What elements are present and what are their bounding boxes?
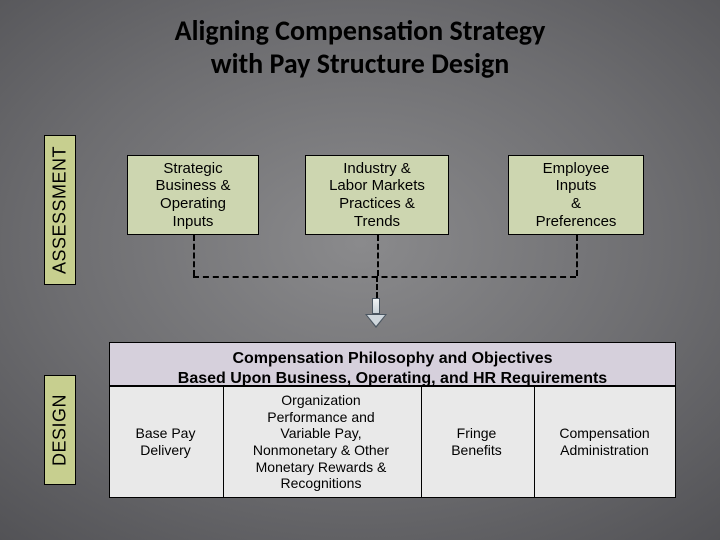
side-label-assessment: ASSESSMENT [44,135,76,285]
connector-v-2 [576,235,578,276]
assessment-box-strategic: Strategic Business & Operating Inputs [127,155,259,235]
connector-v-0 [193,235,195,276]
connector-h [193,276,576,278]
side-label-design: DESIGN [44,375,76,485]
assessment-box-employee: Employee Inputs & Preferences [508,155,644,235]
connector-v-1 [377,235,379,276]
design-cell-fringe: Fringe Benefits [420,386,533,498]
connector-v-center [376,276,378,298]
assessment-box-industry: Industry & Labor Markets Practices & Tre… [305,155,449,235]
design-cell-org-performance: Organization Performance and Variable Pa… [222,386,420,498]
arrow-down-icon [365,298,387,328]
philosophy-box: Compensation Philosophy and Objectives B… [109,342,676,386]
title-text: Aligning Compensation Strategy with Pay … [175,13,546,81]
page-title: Aligning Compensation Strategy with Pay … [0,14,720,80]
design-cell-admin: Compensation Administration [533,386,676,498]
design-cell-base-pay: Base Pay Delivery [109,386,222,498]
